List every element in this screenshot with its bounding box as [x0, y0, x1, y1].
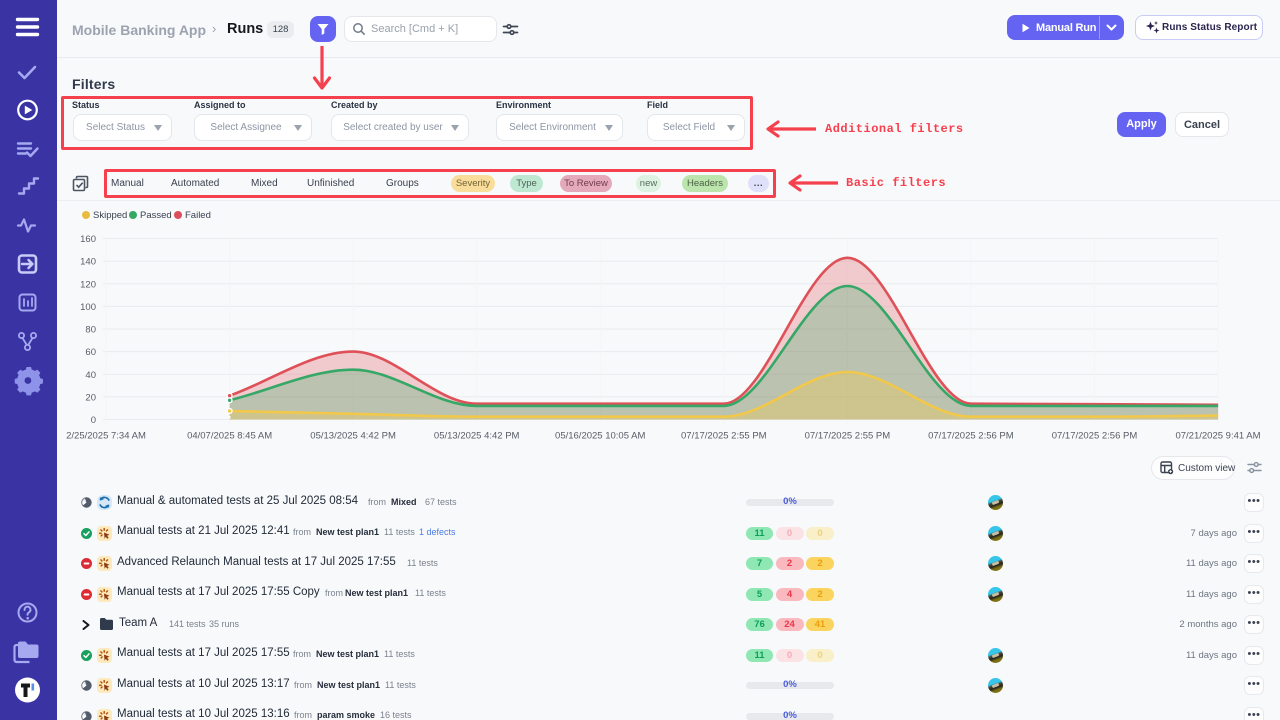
svg-text:100: 100: [80, 302, 96, 313]
svg-text:120: 120: [80, 279, 96, 290]
svg-text:2/25/2025 7:34 AM: 2/25/2025 7:34 AM: [66, 431, 146, 442]
svg-text:20: 20: [85, 392, 96, 403]
svg-text:0: 0: [91, 415, 96, 426]
svg-text:07/21/2025 9:41 AM: 07/21/2025 9:41 AM: [1175, 431, 1260, 442]
svg-text:40: 40: [85, 370, 96, 381]
svg-text:07/17/2025 2:55 PM: 07/17/2025 2:55 PM: [681, 431, 767, 442]
svg-text:07/17/2025 2:56 PM: 07/17/2025 2:56 PM: [1052, 431, 1138, 442]
svg-text:05/13/2025 4:42 PM: 05/13/2025 4:42 PM: [310, 431, 396, 442]
svg-text:160: 160: [80, 234, 96, 245]
svg-text:07/17/2025 2:56 PM: 07/17/2025 2:56 PM: [928, 431, 1014, 442]
svg-text:05/13/2025 4:42 PM: 05/13/2025 4:42 PM: [434, 431, 520, 442]
svg-text:07/17/2025 2:55 PM: 07/17/2025 2:55 PM: [805, 431, 891, 442]
svg-text:04/07/2025 8:45 AM: 04/07/2025 8:45 AM: [187, 431, 272, 442]
svg-text:60: 60: [85, 347, 96, 358]
svg-text:80: 80: [85, 325, 96, 336]
svg-text:140: 140: [80, 257, 96, 268]
svg-text:05/16/2025 10:05 AM: 05/16/2025 10:05 AM: [555, 431, 645, 442]
